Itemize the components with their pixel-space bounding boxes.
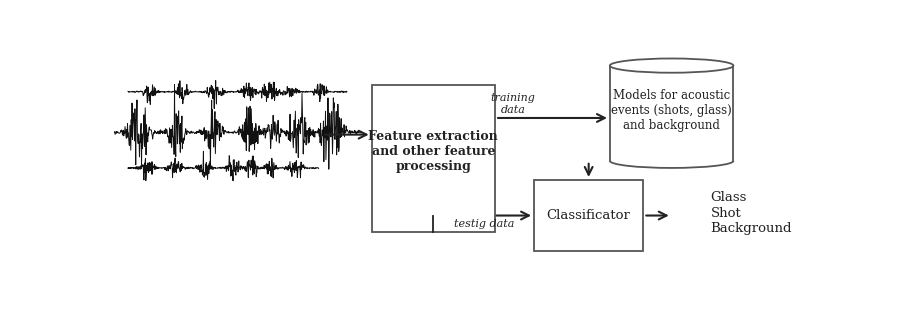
Text: training
data: training data — [490, 93, 536, 115]
Text: Models for acoustic
events (shots, glass)
and background: Models for acoustic events (shots, glass… — [611, 89, 732, 132]
Text: Shot: Shot — [711, 207, 742, 220]
Bar — [372, 85, 496, 232]
Text: Glass: Glass — [711, 191, 747, 204]
Bar — [534, 180, 643, 251]
Text: Background: Background — [711, 222, 792, 235]
Text: Feature extraction
and other feature
processing: Feature extraction and other feature pro… — [368, 130, 498, 173]
Ellipse shape — [609, 58, 733, 73]
Polygon shape — [609, 66, 733, 161]
Text: testig data: testig data — [455, 219, 515, 229]
Text: Classificator: Classificator — [547, 209, 630, 222]
